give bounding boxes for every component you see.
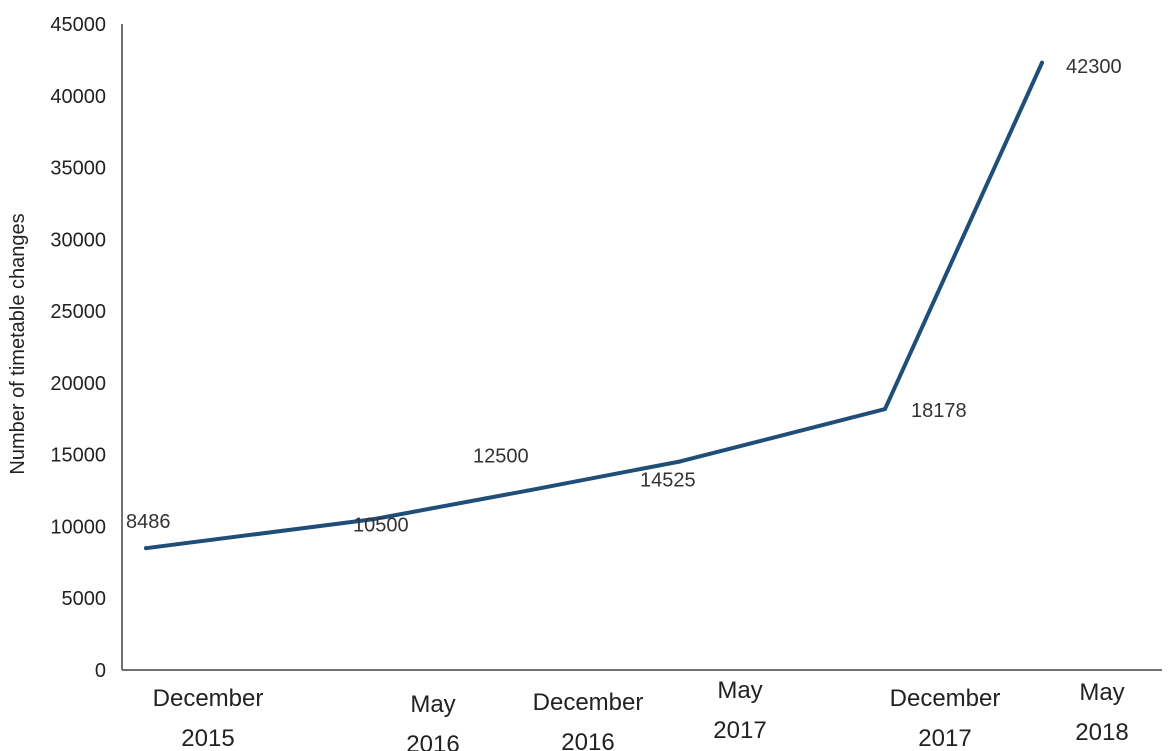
- y-tick-label: 5000: [62, 588, 107, 610]
- x-tick-label: 2017: [918, 725, 971, 751]
- y-tick-label: 40000: [50, 86, 106, 108]
- data-label: 14525: [640, 469, 696, 491]
- y-tick-label: 15000: [50, 445, 106, 467]
- x-tick-label: May: [410, 691, 455, 718]
- series-line: [144, 60, 1044, 551]
- x-tick-label: May: [717, 677, 762, 704]
- y-tick-labels: 0 5000 10000 15000 20000 25000 30000 35000 40000…: [50, 14, 106, 682]
- y-tick-label: 20000: [50, 373, 106, 395]
- x-tick-label: December: [890, 685, 1001, 712]
- y-axis-title: Number of timetable changes: [7, 213, 29, 474]
- x-tick-label: 2017: [713, 717, 766, 744]
- y-tick-label: 30000: [50, 229, 106, 251]
- data-label: 8486: [126, 511, 171, 533]
- data-label: 18178: [911, 400, 967, 422]
- x-tick-label: December: [533, 689, 644, 716]
- data-labels: 8486 10500 12500 14525 18178 42300: [126, 56, 1122, 537]
- x-tick-labels: December 2015 May 2016 December 2016 May 2017 De…: [153, 677, 1129, 751]
- y-tick-label: 0: [95, 660, 106, 682]
- data-point: [678, 459, 682, 464]
- axes: [121, 24, 1162, 671]
- x-tick-label: 2016: [561, 729, 614, 751]
- data-point: [883, 407, 887, 412]
- x-tick-label: May: [1079, 679, 1124, 706]
- data-label: 10500: [353, 514, 409, 536]
- data-point: [526, 488, 530, 493]
- data-point: [1040, 60, 1044, 65]
- y-tick-label: 10000: [50, 516, 106, 538]
- x-tick-label: 2016: [406, 731, 459, 751]
- x-tick-label: 2018: [1075, 719, 1128, 746]
- y-tick-label: 35000: [50, 158, 106, 180]
- data-label: 42300: [1066, 56, 1122, 78]
- y-tick-label: 45000: [50, 14, 106, 36]
- data-label: 12500: [473, 446, 529, 468]
- x-tick-label: 2015: [181, 725, 234, 751]
- data-point: [371, 517, 375, 522]
- x-tick-label: December: [153, 685, 264, 712]
- data-point: [144, 546, 148, 551]
- series: [144, 60, 1044, 551]
- y-tick-label: 25000: [50, 301, 106, 323]
